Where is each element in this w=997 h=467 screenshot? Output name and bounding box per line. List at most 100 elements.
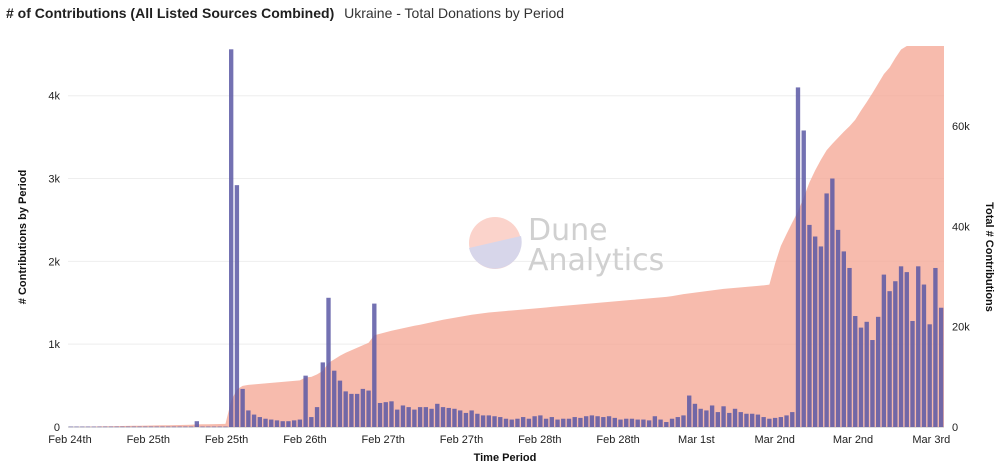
contribution-bar[interactable] [211,426,217,428]
contribution-bar[interactable] [818,246,824,427]
contribution-bar[interactable] [624,418,629,427]
contribution-bar[interactable] [641,419,646,427]
contribution-bar[interactable] [366,390,371,427]
contribution-bar[interactable] [97,426,102,428]
contribution-bar[interactable] [532,416,537,427]
contribution-bar[interactable] [68,426,74,428]
contribution-bar[interactable] [188,426,194,428]
contribution-bar[interactable] [274,420,280,427]
contribution-bar[interactable] [635,419,640,427]
contribution-bar[interactable] [835,229,841,427]
contribution-bar[interactable] [767,418,772,427]
contribution-bar[interactable] [526,418,532,427]
contribution-bar[interactable] [303,375,308,427]
contribution-bar[interactable] [790,412,795,427]
contribution-bar[interactable] [612,417,617,427]
contribution-bar[interactable] [652,416,658,427]
contribution-bar[interactable] [286,421,291,427]
contribution-bar[interactable] [257,417,262,427]
contribution-bar[interactable] [194,421,199,427]
contribution-bar[interactable] [538,415,543,427]
contribution-bar[interactable] [360,388,366,427]
contribution-bar[interactable] [870,340,875,427]
contribution-bar[interactable] [927,324,932,427]
contribution-bar[interactable] [297,419,303,427]
contribution-bar[interactable] [229,49,234,428]
contribution-bar[interactable] [675,417,680,427]
contribution-bar[interactable] [824,193,829,427]
contribution-bar[interactable] [114,426,119,428]
contribution-bar[interactable] [858,327,864,427]
contribution-bar[interactable] [492,416,497,427]
contribution-bar[interactable] [841,251,846,427]
contribution-bar[interactable] [704,410,709,427]
contribution-bar[interactable] [916,266,921,427]
contribution-bar[interactable] [572,417,577,427]
contribution-bar[interactable] [183,426,188,428]
contribution-bar[interactable] [561,418,566,427]
contribution-bar[interactable] [589,415,595,427]
contribution-bar[interactable] [309,417,314,427]
contribution-bar[interactable] [251,414,257,427]
contribution-bar[interactable] [91,426,96,428]
contribution-bar[interactable] [320,362,325,427]
contribution-bar[interactable] [171,426,177,428]
contribution-bar[interactable] [498,417,503,427]
contribution-bar[interactable] [893,281,898,427]
contribution-bar[interactable] [85,426,91,428]
contribution-bar[interactable] [618,419,623,427]
contribution-bar[interactable] [727,412,732,427]
contribution-bar[interactable] [446,407,451,427]
contribution-bar[interactable] [778,417,783,427]
contribution-bar[interactable] [658,419,663,427]
contribution-bar[interactable] [263,418,268,427]
contribution-bar[interactable] [475,413,480,427]
contribution-bar[interactable] [629,418,635,427]
contribution-bar[interactable] [555,419,560,427]
contribution-bar[interactable] [240,388,245,427]
contribution-bar[interactable] [521,417,526,427]
contribution-bar[interactable] [332,370,337,427]
contribution-bar[interactable] [898,266,904,427]
contribution-bar[interactable] [755,414,761,427]
contribution-bar[interactable] [354,393,360,427]
contribution-bar[interactable] [337,380,343,427]
contribution-bar[interactable] [269,419,274,427]
contribution-bar[interactable] [921,284,927,427]
contribution-bar[interactable] [108,426,114,428]
contribution-bar[interactable] [938,307,944,427]
contribution-bar[interactable] [452,408,457,427]
contribution-bar[interactable] [830,178,835,427]
contribution-bar[interactable] [80,426,85,428]
contribution-bar[interactable] [326,297,331,427]
contribution-bar[interactable] [515,418,520,427]
contribution-bar[interactable] [503,418,509,427]
contribution-bar[interactable] [131,426,137,428]
contribution-bar[interactable] [595,416,600,427]
contribution-bar[interactable] [601,417,606,427]
contribution-bar[interactable] [463,412,469,427]
contribution-bar[interactable] [143,426,148,428]
contribution-bar[interactable] [469,410,474,427]
contribution-bar[interactable] [429,408,434,427]
contribution-bar[interactable] [383,402,388,427]
contribution-bar[interactable] [234,185,240,427]
contribution-bar[interactable] [750,413,755,427]
contribution-bar[interactable] [406,407,411,427]
contribution-bar[interactable] [246,410,251,427]
contribution-bar[interactable] [732,408,738,427]
contribution-bar[interactable] [154,426,159,428]
contribution-bar[interactable] [177,426,182,428]
contribution-bar[interactable] [887,291,892,427]
contribution-bar[interactable] [314,407,320,427]
contribution-bar[interactable] [606,416,612,427]
contribution-bar[interactable] [458,410,463,427]
contribution-bar[interactable] [349,393,354,427]
contribution-bar[interactable] [681,415,686,427]
contribution-bar[interactable] [372,303,377,427]
contribution-bar[interactable] [583,416,589,427]
contribution-bar[interactable] [738,412,743,427]
contribution-bar[interactable] [807,224,812,427]
contribution-bar[interactable] [160,426,165,428]
contribution-bar[interactable] [881,274,887,427]
